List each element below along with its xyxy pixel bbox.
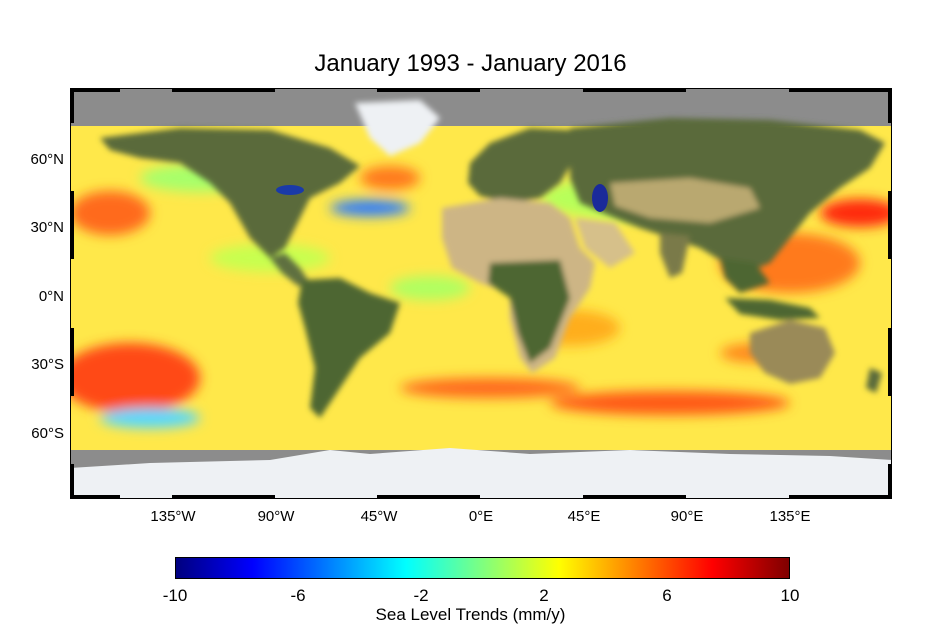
caspian-sea bbox=[592, 184, 608, 212]
lon-label-135e: 135°E bbox=[769, 508, 811, 525]
new-zealand bbox=[866, 368, 882, 393]
lat-label-30s: 30°S bbox=[31, 356, 64, 373]
land-masses bbox=[100, 100, 885, 418]
lon-label-45w: 45°W bbox=[360, 508, 398, 525]
anomaly-patch bbox=[360, 166, 420, 190]
africa-central-forest bbox=[488, 260, 570, 363]
anomaly-patch bbox=[550, 391, 790, 415]
lat-label-0n: 0°N bbox=[38, 288, 64, 305]
lat-label-30n: 30°N bbox=[30, 219, 64, 236]
australia bbox=[750, 320, 835, 384]
frame-ticks bbox=[70, 88, 892, 499]
greenland bbox=[355, 100, 440, 156]
map-svg bbox=[70, 88, 892, 499]
colorbar-tick: 2 bbox=[539, 586, 549, 605]
colorbar-tick: -10 bbox=[162, 586, 188, 605]
south-america bbox=[298, 278, 400, 418]
anomaly-patch bbox=[330, 200, 410, 216]
anomaly-patch bbox=[400, 378, 580, 398]
lon-label-0e: 0°E bbox=[468, 508, 494, 525]
anomaly-patch bbox=[820, 199, 892, 227]
colorbar-label: Sea Level Trends (mm/y) bbox=[375, 605, 566, 624]
colorbar-tick: -2 bbox=[413, 586, 429, 605]
europe bbox=[468, 128, 575, 203]
indonesia bbox=[725, 298, 820, 320]
arabian-peninsula bbox=[575, 218, 635, 268]
lon-label-45e: 45°E bbox=[567, 508, 601, 525]
anomaly-patch bbox=[70, 191, 150, 235]
lon-label-90w: 90°W bbox=[257, 508, 295, 525]
anomaly-patch bbox=[390, 276, 470, 300]
great-lakes bbox=[276, 185, 304, 195]
colorbar-tick: -6 bbox=[290, 586, 306, 605]
anomaly-patch bbox=[100, 408, 200, 428]
colorbar-tick: 6 bbox=[662, 586, 672, 605]
sea-level-trend-map bbox=[70, 88, 892, 499]
antarctica bbox=[70, 448, 892, 499]
lat-label-60s: 60°S bbox=[31, 425, 64, 442]
india bbox=[660, 233, 690, 278]
lon-label-90e: 90°E bbox=[670, 508, 704, 525]
map-frame bbox=[70, 88, 892, 499]
southeast-asia bbox=[720, 258, 770, 293]
north-america bbox=[100, 128, 360, 258]
lat-label-60n: 60°N bbox=[30, 151, 64, 168]
lon-label-135w: 135°W bbox=[150, 508, 196, 525]
colorbar-tick: 10 bbox=[780, 586, 800, 605]
asia-central-desert bbox=[610, 178, 760, 223]
colorbar bbox=[175, 557, 790, 579]
map-title: January 1993 - January 2016 bbox=[314, 50, 627, 77]
anomaly-patch bbox=[70, 343, 200, 413]
central-america bbox=[270, 253, 310, 286]
